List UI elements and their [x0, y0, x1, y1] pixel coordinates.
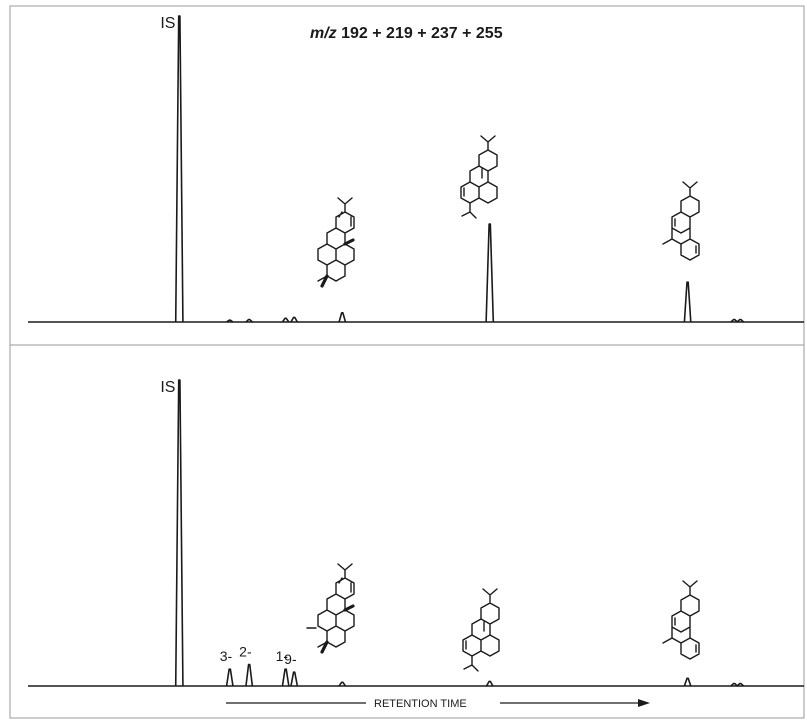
peak-bottom-9	[736, 682, 745, 687]
chart-title: m/z 192 + 219 + 237 + 255	[310, 25, 503, 42]
peak-top-5	[338, 312, 347, 323]
peak-top-3	[281, 317, 290, 323]
peak-top-4	[290, 316, 299, 323]
molecule-structure-bottom-1	[306, 563, 355, 654]
peak-label-bottom-0: IS	[160, 379, 175, 396]
x-axis-label: RETENTION TIME	[374, 698, 467, 710]
peak-bottom-4	[290, 671, 299, 687]
peak-top-7	[683, 281, 692, 323]
peak-label-bottom-3: 1-	[276, 648, 289, 664]
molecule-structure-top-3	[662, 181, 700, 261]
figure-frame	[9, 5, 805, 719]
peak-top-0	[174, 15, 184, 323]
molecule-structure-bottom-2	[462, 588, 500, 672]
peak-bottom-0	[174, 379, 184, 687]
peak-bottom-2	[245, 663, 254, 687]
molecule-structure-top-1	[317, 197, 355, 288]
peak-bottom-5	[338, 681, 347, 687]
peak-top-2	[245, 318, 253, 323]
x-axis-arrow-icon	[638, 699, 650, 707]
molecule-structure-bottom-3	[662, 580, 700, 660]
chromatogram-panel-bottom: IS 3- 2- 1-9-	[28, 379, 804, 687]
peak-top-9	[736, 318, 745, 323]
peak-label-top-0: IS	[160, 15, 175, 32]
peak-bottom-3	[281, 668, 290, 687]
peak-label-bottom-2: 2-	[239, 644, 252, 660]
peak-bottom-6	[485, 680, 494, 687]
chromatogram-panel-top: IS	[28, 15, 804, 323]
peak-top-8	[730, 318, 738, 323]
molecule-structure-top-2	[460, 135, 498, 219]
peak-label-bottom-4: 9-	[284, 651, 297, 667]
peak-bottom-7	[683, 677, 692, 687]
peak-bottom-1	[225, 668, 234, 687]
peak-top-1	[226, 319, 234, 323]
peak-label-bottom-1: 3-	[220, 648, 233, 664]
peak-top-6	[485, 223, 495, 323]
peak-bottom-8	[730, 682, 738, 687]
